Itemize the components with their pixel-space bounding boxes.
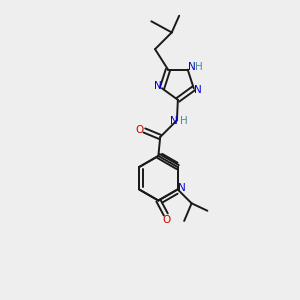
Text: O: O <box>163 215 171 225</box>
Text: N: N <box>154 81 162 92</box>
Text: H: H <box>180 116 188 126</box>
Text: N: N <box>170 116 178 126</box>
Text: N: N <box>178 182 186 193</box>
Text: O: O <box>135 124 143 135</box>
Text: H: H <box>195 62 202 72</box>
Text: N: N <box>194 85 202 95</box>
Text: N: N <box>188 62 196 72</box>
